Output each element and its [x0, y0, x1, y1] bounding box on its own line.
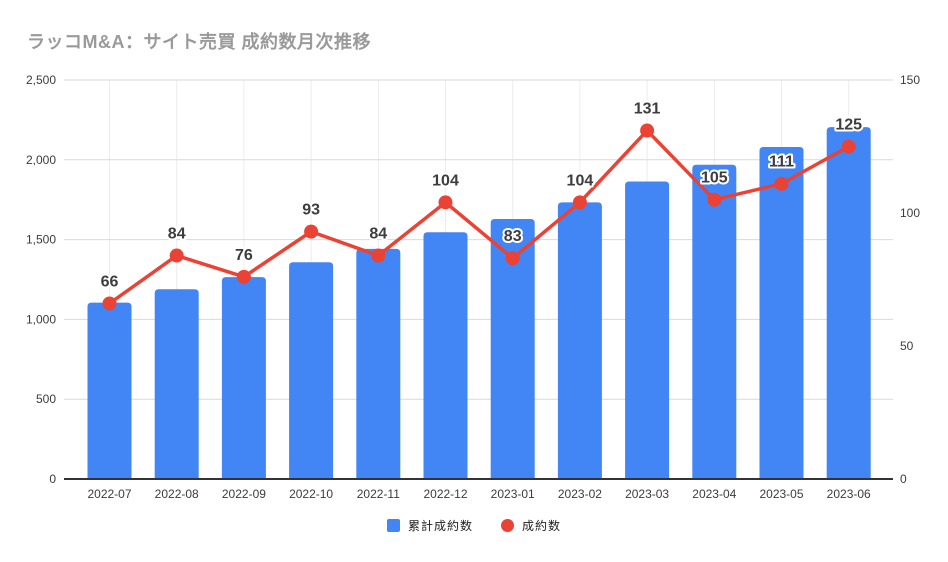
- line-point: [236, 269, 251, 284]
- point-data-label: 125: [835, 117, 862, 134]
- y-axis-right-tick-label: 50: [900, 339, 914, 353]
- legend-item-monthly: 成約数: [501, 517, 561, 534]
- x-axis-category-label: 2023-02: [558, 487, 602, 501]
- bar-series-swatch-icon: [386, 519, 400, 532]
- line-point: [371, 248, 386, 263]
- legend-label-monthly: 成約数: [522, 519, 562, 533]
- line-series-swatch-icon: [501, 519, 514, 532]
- bar: [759, 147, 804, 480]
- point-data-label: 111: [769, 154, 794, 171]
- line-point: [438, 195, 453, 210]
- line-point: [102, 296, 117, 311]
- x-axis-category-label: 2022-11: [357, 487, 400, 501]
- y-axis-right-tick-label: 100: [900, 206, 920, 220]
- point-data-label: 93: [302, 202, 320, 219]
- line-point: [640, 123, 655, 138]
- x-axis-category-label: 2023-01: [491, 487, 535, 501]
- y-axis-left-tick-label: 2,000: [26, 153, 56, 167]
- bar: [826, 127, 871, 479]
- x-axis-category-label: 2022-08: [155, 487, 199, 501]
- line-point: [169, 248, 184, 263]
- y-axis-left-tick-label: 1,000: [26, 312, 56, 326]
- bar: [692, 164, 737, 479]
- x-axis-category-label: 2023-05: [759, 487, 803, 501]
- legend-item-cumulative: 累計成約数: [386, 517, 473, 534]
- point-data-label: 83: [504, 228, 522, 245]
- bar: [625, 181, 670, 479]
- point-data-label: 104: [432, 172, 459, 189]
- line-point: [572, 195, 587, 210]
- bar: [356, 248, 401, 479]
- line-point: [707, 192, 722, 207]
- point-data-label: 84: [369, 226, 387, 243]
- bar: [289, 262, 334, 479]
- x-axis-category-label: 2022-07: [87, 487, 131, 501]
- x-axis-category-label: 2022-10: [289, 487, 333, 501]
- y-axis-left-tick-label: 1,500: [26, 233, 56, 247]
- line-point: [774, 176, 789, 191]
- bar: [423, 232, 468, 479]
- bar: [154, 289, 199, 479]
- y-axis-right-tick-label: 0: [900, 472, 907, 486]
- chart-title: ラッコM&A：サイト売買 成約数月次推移: [27, 32, 371, 52]
- legend-label-cumulative: 累計成約数: [407, 519, 473, 533]
- line-series-path: [108, 128, 850, 305]
- x-axis-category-label: 2023-03: [625, 487, 669, 501]
- line-point: [304, 224, 319, 239]
- line-point: [505, 251, 520, 266]
- point-data-label: 105: [701, 170, 728, 187]
- bar: [87, 302, 132, 479]
- point-data-label: 104: [567, 172, 594, 189]
- x-axis-category-label: 2022-12: [423, 487, 467, 501]
- x-axis-category-label: 2023-04: [692, 487, 736, 501]
- y-axis-right-tick-label: 150: [900, 73, 920, 87]
- point-data-label: 131: [634, 101, 661, 118]
- chart-legend: 累計成約数 成約数: [0, 517, 948, 534]
- x-axis-category-label: 2022-09: [222, 487, 266, 501]
- y-axis-left-tick-label: 500: [36, 392, 56, 406]
- bar: [557, 202, 602, 479]
- line-point: [841, 139, 856, 154]
- point-data-label: 84: [168, 226, 186, 243]
- y-axis-left-tick-label: 2,500: [26, 73, 56, 87]
- combo-chart: 66847693841048310413110511112505001,0001…: [26, 73, 920, 501]
- point-data-label: 76: [235, 247, 253, 264]
- point-data-label: 66: [101, 273, 119, 290]
- bar: [490, 219, 535, 479]
- y-axis-left-tick-label: 0: [49, 472, 56, 486]
- bar: [221, 277, 266, 479]
- x-axis-category-label: 2023-06: [827, 487, 871, 501]
